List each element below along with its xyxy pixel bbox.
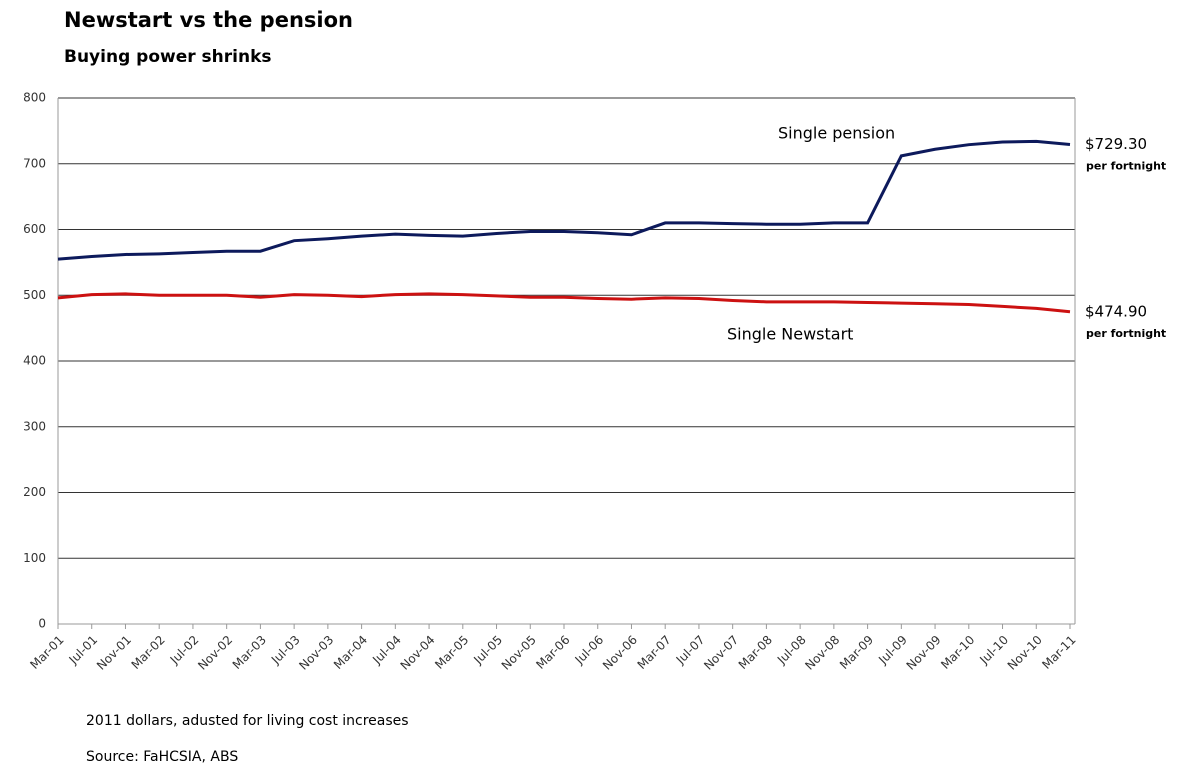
- y-tick-label: 200: [23, 485, 46, 499]
- y-tick-label: 400: [23, 354, 46, 368]
- x-tick-label: Nov-07: [701, 633, 741, 673]
- x-tick-label: Nov-06: [600, 633, 640, 673]
- y-tick-label: 500: [23, 288, 46, 302]
- line: [57, 292, 1071, 314]
- y-tick-label: 800: [23, 91, 46, 105]
- x-tick-label: Nov-08: [802, 633, 842, 673]
- x-tick-label: Nov-05: [499, 633, 539, 673]
- x-tick-label: Mar-11: [1039, 633, 1078, 672]
- y-tick-label: 600: [23, 222, 46, 236]
- x-tick-label: Mar-09: [837, 633, 876, 672]
- x-tick-label: Mar-04: [331, 633, 370, 672]
- x-tick-label: Nov-01: [94, 633, 134, 673]
- chart-title: Newstart vs the pension: [64, 8, 353, 32]
- series-label: Single Newstart: [727, 325, 853, 344]
- x-tick-label: Mar-08: [736, 633, 775, 672]
- x-tick-label: Mar-02: [129, 633, 168, 672]
- chart-subtitle: Buying power shrinks: [64, 47, 272, 67]
- end-label: $474.90: [1085, 302, 1147, 320]
- x-tick-label: Nov-09: [904, 633, 944, 673]
- y-tick-label: 0: [38, 617, 46, 631]
- x-tick-label: Nov-02: [195, 633, 235, 673]
- y-tick-label: 700: [23, 156, 46, 170]
- x-tick-label: Nov-04: [398, 633, 438, 673]
- x-tick-label: Nov-10: [1005, 633, 1045, 673]
- end-label: $729.30: [1085, 135, 1147, 153]
- x-tick-label: Mar-10: [938, 633, 977, 672]
- x-tick-label: Mar-05: [432, 633, 471, 672]
- x-tick-label: Mar-06: [533, 633, 572, 672]
- x-tick-label: Mar-01: [27, 633, 66, 672]
- series-label: Single pension: [778, 124, 895, 143]
- y-tick-label: 300: [23, 419, 46, 433]
- y-tick-label: 100: [23, 551, 46, 565]
- note: Source: FaHCSIA, ABS: [86, 749, 238, 764]
- x-tick-label: Nov-03: [296, 633, 336, 673]
- x-tick-label: Mar-07: [635, 633, 674, 672]
- note: 2011 dollars, adusted for living cost in…: [86, 713, 409, 729]
- x-tick-label: Mar-03: [230, 633, 269, 672]
- end-note: per fortnight: [1086, 327, 1166, 340]
- line: [57, 139, 1071, 261]
- end-note: per fortnight: [1086, 159, 1166, 172]
